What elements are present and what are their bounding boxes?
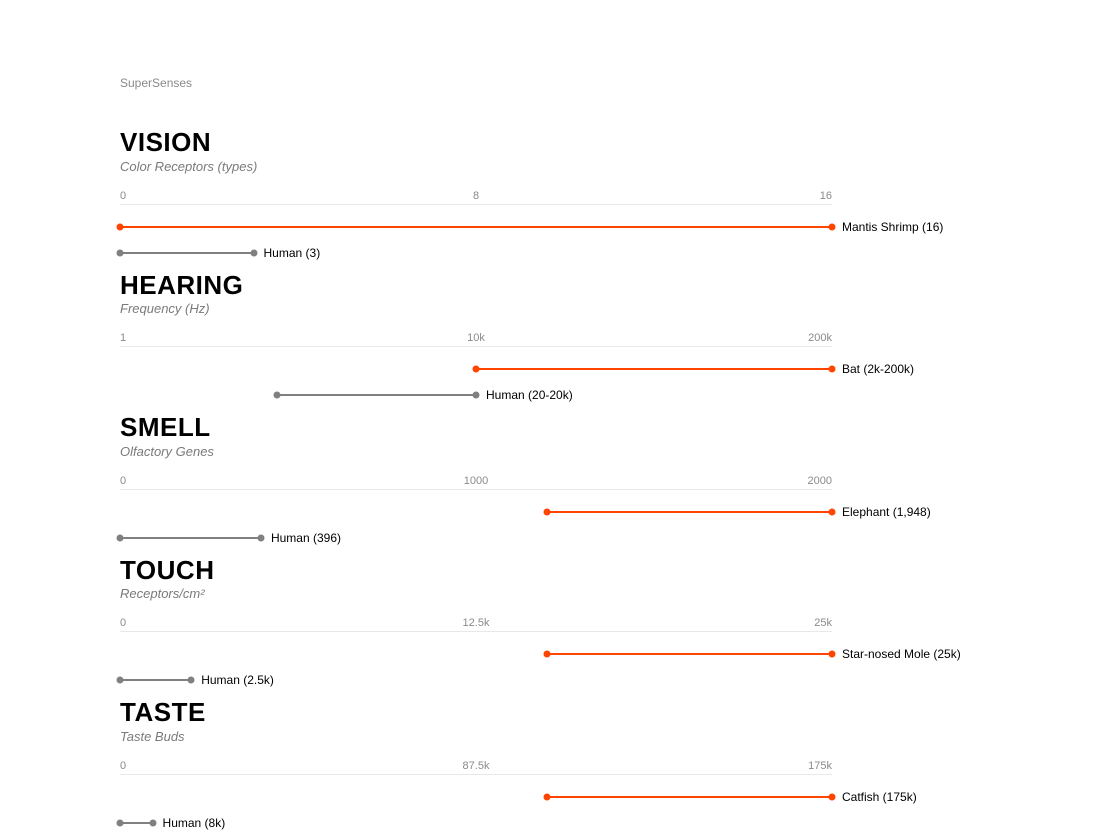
human-range-dot-start (117, 249, 124, 256)
sense-subtitle: Receptors/cm² (120, 586, 980, 601)
sense-block: VISION Color Receptors (types) 0 8 16 Mantis … (120, 128, 980, 261)
human-range-label: Human (3) (264, 246, 321, 260)
axis-label-min: 0 (120, 760, 126, 772)
human-range-dot-end (188, 677, 195, 684)
animal-range-bar (547, 511, 832, 513)
sense-subtitle: Taste Buds (120, 729, 980, 744)
animal-range-dot-end (829, 508, 836, 515)
axis-labels: 0 87.5k 175k (120, 760, 832, 772)
axis-label-min: 0 (120, 190, 126, 202)
axis-label-mid: 12.5k (463, 617, 490, 629)
axis-labels: 0 8 16 (120, 190, 832, 202)
human-range-bar (120, 252, 254, 254)
axis-baseline (120, 489, 832, 490)
sense-block: TOUCHReceptors/cm² 0 12.5k 25k Star-nosed Mo… (120, 556, 980, 689)
animal-range-dot-start (473, 366, 480, 373)
human-range-label: Human (20-20k) (486, 388, 573, 402)
sense-block: HEARINGFrequency (Hz) 1 10k 200k Bat (2k-200… (120, 271, 980, 404)
axis-label-max: 25k (814, 617, 832, 629)
animal-range-row: Star-nosed Mole (25k) (120, 646, 980, 662)
human-range-label: Human (8k) (163, 816, 226, 830)
human-range-dot-end (473, 392, 480, 399)
axis-baseline (120, 204, 832, 205)
animal-range-label: Star-nosed Mole (25k) (842, 647, 961, 661)
human-range-label: Human (396) (271, 531, 341, 545)
human-range-dot-end (257, 534, 264, 541)
axis-label-mid: 1000 (464, 475, 488, 487)
axis-label-mid: 8 (473, 190, 479, 202)
human-range-row: Human (20-20k) (120, 387, 980, 403)
axis-baseline (120, 631, 832, 632)
human-range-dot-start (117, 677, 124, 684)
sense-title: TASTE (120, 698, 980, 727)
animal-range-bar (476, 368, 832, 370)
animal-range-row: Elephant (1,948) (120, 504, 980, 520)
axis-baseline (120, 346, 832, 347)
animal-range-label: Elephant (1,948) (842, 505, 931, 519)
animal-range-label: Mantis Shrimp (16) (842, 220, 943, 234)
brand-title: SuperSenses (120, 76, 980, 90)
axis-label-max: 175k (808, 760, 832, 772)
human-range-dot-end (149, 819, 156, 826)
axis-label-max: 16 (820, 190, 832, 202)
animal-range-bar (547, 653, 832, 655)
sense-block: SMELL Olfactory Genes 0 1000 2000 Elephant (1… (120, 413, 980, 546)
human-range-row: Human (2.5k) (120, 672, 980, 688)
human-range-bar (120, 537, 261, 539)
human-range-row: Human (8k) (120, 815, 980, 831)
sense-block: TASTETaste Buds087.5k175kCatfish (175k)H… (120, 698, 980, 831)
axis-label-min: 0 (120, 475, 126, 487)
human-range-dot-start (117, 819, 124, 826)
human-range-dot-start (117, 534, 124, 541)
animal-range-bar (120, 226, 832, 228)
human-range-row: Human (3) (120, 245, 980, 261)
human-range-bar (120, 679, 191, 681)
axis-labels: 0 1000 2000 (120, 475, 832, 487)
human-range-bar (277, 394, 476, 396)
axis-label-mid: 87.5k (463, 760, 490, 772)
sense-title: VISION (120, 128, 980, 157)
human-range-dot-end (250, 249, 257, 256)
sense-subtitle: Color Receptors (types) (120, 159, 980, 174)
sense-subtitle: Frequency (Hz) (120, 301, 980, 316)
senses-container: VISION Color Receptors (types) 0 8 16 Mantis … (120, 128, 980, 831)
human-range-dot-start (273, 392, 280, 399)
animal-range-row: Bat (2k-200k) (120, 361, 980, 377)
axis-label-max: 200k (808, 332, 832, 344)
animal-range-label: Bat (2k-200k) (842, 362, 914, 376)
axis-label-min: 0 (120, 617, 126, 629)
axis-baseline (120, 774, 832, 775)
animal-range-dot-end (829, 223, 836, 230)
human-range-row: Human (396) (120, 530, 980, 546)
animal-range-row: Mantis Shrimp (16) (120, 219, 980, 235)
human-range-label: Human (2.5k) (201, 673, 274, 687)
sense-title: SMELL (120, 413, 980, 442)
animal-range-dot-start (544, 651, 551, 658)
axis-label-max: 2000 (808, 475, 832, 487)
animal-range-dot-end (829, 651, 836, 658)
axis-label-min: 1 (120, 332, 126, 344)
axis-labels: 0 12.5k 25k (120, 617, 832, 629)
axis-labels: 1 10k 200k (120, 332, 832, 344)
animal-range-dot-start (544, 508, 551, 515)
human-range-bar (120, 822, 153, 824)
axis-label-mid: 10k (467, 332, 485, 344)
sense-title: HEARING (120, 271, 980, 300)
animal-range-dot-start (117, 223, 124, 230)
animal-range-dot-end (829, 366, 836, 373)
sense-subtitle: Olfactory Genes (120, 444, 980, 459)
sense-title: TOUCH (120, 556, 980, 585)
